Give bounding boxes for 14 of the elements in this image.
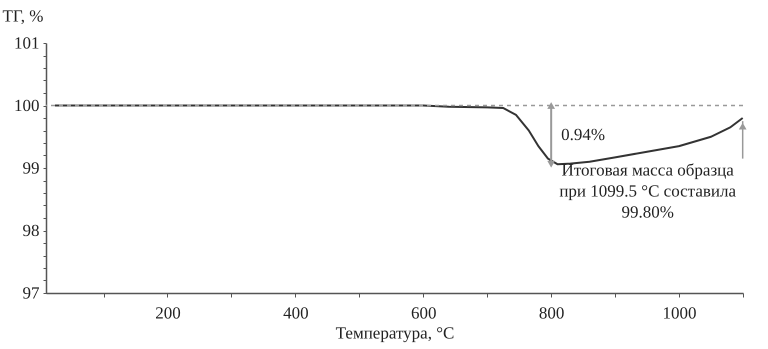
annotation: Итоговая масса образца при 1099.5 °C составила 99.80% xyxy=(559,160,736,222)
x-axis-title: Температура, °C xyxy=(336,324,454,342)
y-tick-label: 97 xyxy=(22,284,40,302)
y-tick-label: 99 xyxy=(22,158,40,178)
x-tick-label: 600 xyxy=(411,304,437,322)
y-axis-title: ТГ, % xyxy=(2,6,44,26)
x-tick-label: 800 xyxy=(538,304,564,322)
x-tick-label: 200 xyxy=(155,304,181,322)
y-tick-label: 98 xyxy=(22,221,40,240)
x-tick-label: 1000 xyxy=(662,304,697,322)
y-tick-label: 100 xyxy=(14,96,40,115)
annotation: 0.94% xyxy=(561,124,606,144)
x-tick-label: 400 xyxy=(283,304,309,322)
y-tick-label: 101 xyxy=(14,34,40,52)
